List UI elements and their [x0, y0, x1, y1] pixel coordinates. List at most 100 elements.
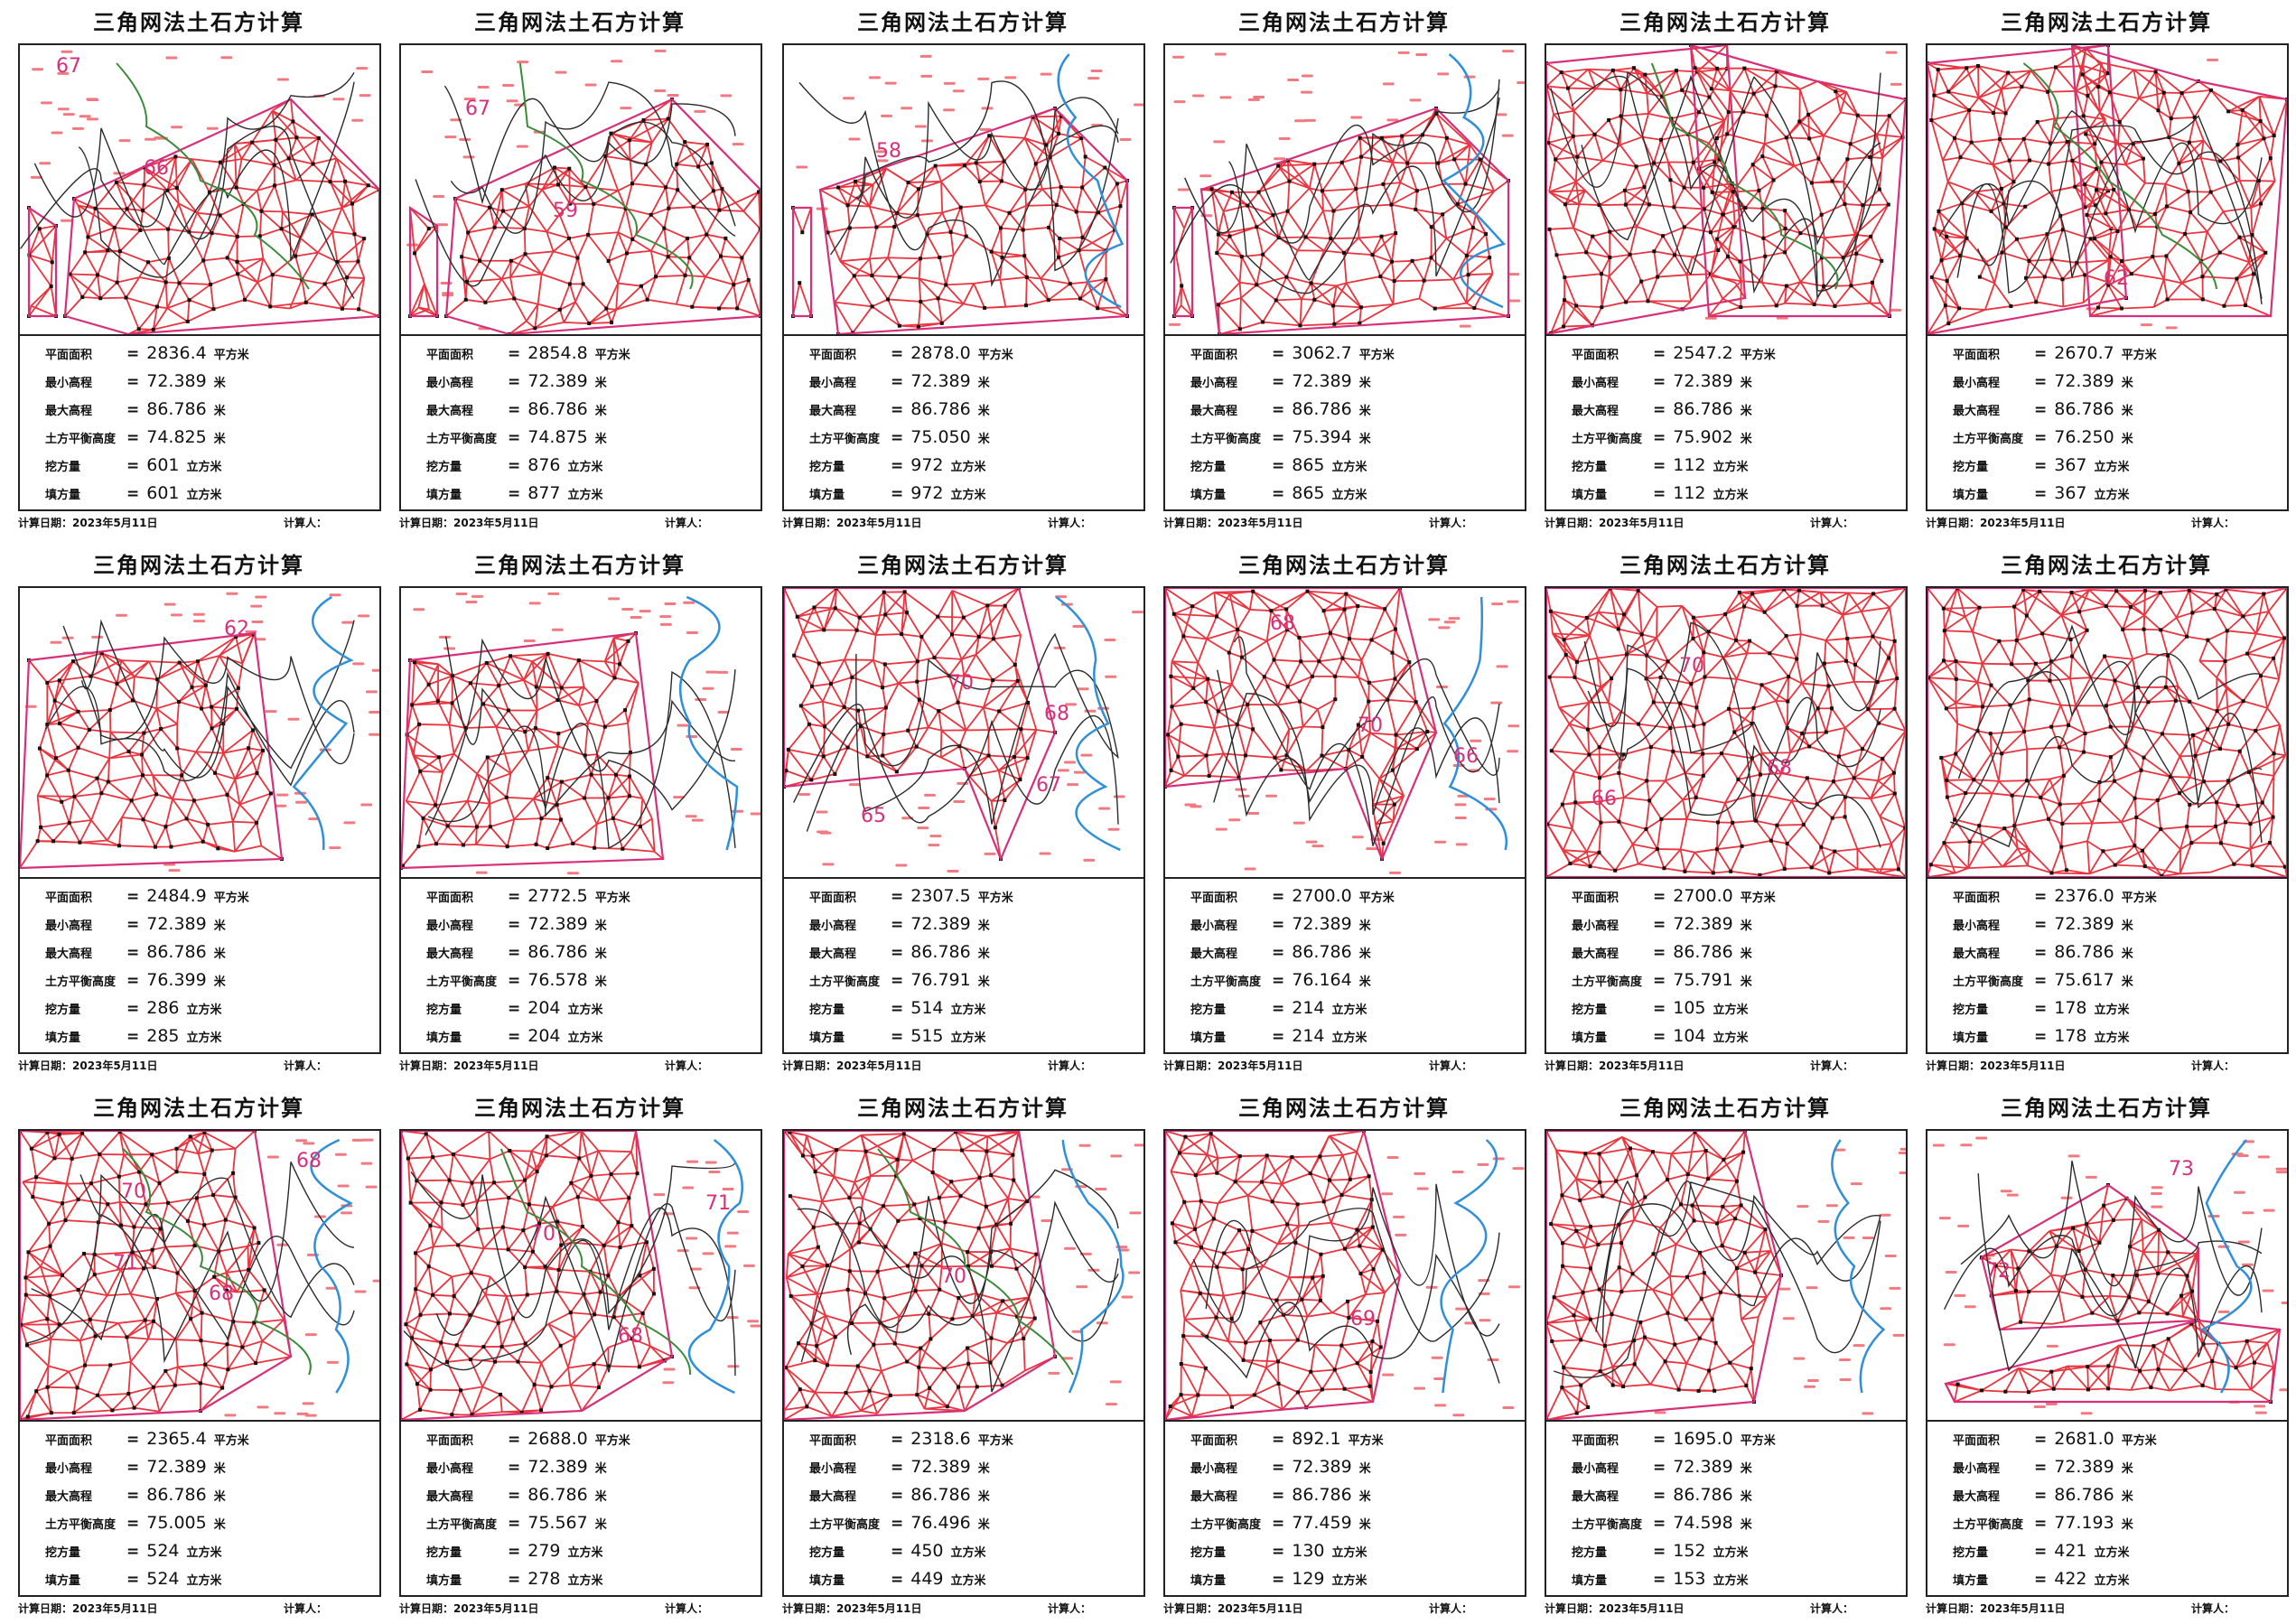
equals-sign: =: [1272, 1028, 1285, 1046]
equals-sign: =: [1653, 944, 1666, 962]
contour-line: [1957, 624, 2263, 809]
contour-line: [846, 1169, 1119, 1355]
survey-point: [1707, 95, 1712, 99]
survey-point: [1955, 588, 1960, 591]
stat-label: 平面面积: [1953, 891, 2001, 905]
survey-point: [2021, 136, 2026, 141]
survey-point: [1976, 64, 1981, 69]
survey-point: [1748, 639, 1752, 643]
stat-label: 土方平衡高度: [809, 1518, 881, 1532]
survey-point: [31, 1195, 35, 1199]
survey-point: [664, 185, 668, 190]
survey-point: [202, 1171, 207, 1176]
stat-label: 最小高程: [1953, 377, 2001, 390]
survey-point: [1013, 662, 1017, 667]
survey-point: [2060, 821, 2065, 826]
stat-label: 最大高程: [1190, 405, 1238, 418]
survey-point: [1321, 725, 1325, 730]
survey-point: [2143, 588, 2148, 593]
tin-map: [401, 592, 761, 875]
calc-date: 计算日期：2023年5月11日: [18, 1059, 158, 1072]
survey-point: [1635, 1173, 1639, 1178]
survey-point: [906, 1264, 910, 1268]
stream-line: [122, 1148, 312, 1376]
equals-sign: =: [2034, 1431, 2048, 1449]
survey-point: [2191, 733, 2196, 737]
survey-point: [2146, 1299, 2151, 1303]
site-boundary: [1165, 1131, 1402, 1420]
survey-point: [294, 135, 299, 140]
survey-point: [37, 746, 42, 751]
survey-point: [1328, 630, 1332, 635]
survey-point: [506, 1247, 510, 1252]
survey-point: [1694, 795, 1698, 799]
survey-point: [1303, 235, 1308, 239]
stat-label: 最小高程: [809, 1462, 857, 1476]
survey-point: [1643, 1195, 1647, 1199]
survey-point: [875, 1269, 880, 1274]
survey-point: [800, 1153, 805, 1158]
site-boundary: [1546, 45, 1747, 334]
calc-person: 计算人：: [665, 517, 709, 529]
survey-point: [598, 1290, 602, 1294]
site-boundary: [784, 1131, 1057, 1420]
survey-point: [1215, 1171, 1219, 1175]
survey-point: [1763, 254, 1768, 258]
stat-label: 平面面积: [1572, 349, 1619, 362]
survey-point: [257, 1241, 261, 1246]
survey-point: [199, 1339, 203, 1343]
site-boundary: [63, 98, 379, 334]
survey-point: [2160, 873, 2164, 877]
survey-point: [2142, 755, 2146, 760]
stat-unit: 平方米: [213, 349, 249, 362]
survey-point: [690, 304, 695, 309]
contour-line: [1228, 88, 1500, 294]
stat-value: 2318.6: [910, 1429, 971, 1449]
calc-person: 计算人：: [1048, 517, 1092, 529]
survey-point: [530, 1249, 535, 1254]
survey-point: [470, 1181, 474, 1185]
stat-row-area: 平面面积 = 892.1 平方米: [1190, 1429, 1384, 1456]
survey-point: [1661, 234, 1666, 238]
stat-row-min_elev: 最小高程 = 72.389 米: [45, 914, 226, 941]
survey-point: [426, 682, 431, 686]
survey-point: [938, 256, 942, 260]
calculation-panel: 三角网法土石方计算 平面面积 = 1695.0 平方米 最小高程 = 72.389 米最大高程 =…: [1539, 1086, 1911, 1620]
stat-value: 86.786: [146, 1485, 207, 1505]
survey-point: [1560, 1386, 1564, 1390]
survey-point: [798, 1387, 802, 1392]
calc-date: 计算日期：2023年5月11日: [782, 1602, 922, 1615]
survey-point: [1693, 66, 1697, 70]
calc-person: 计算人：: [284, 517, 328, 529]
survey-point: [1057, 255, 1061, 259]
survey-point: [185, 319, 190, 323]
survey-point: [1617, 1265, 1621, 1270]
survey-point: [519, 1410, 524, 1414]
survey-point: [1358, 135, 1362, 140]
survey-point: [1742, 66, 1747, 70]
stat-label: 最大高程: [1190, 1490, 1238, 1504]
contour-line: [20, 126, 355, 299]
stat-row-avg_elev: 土方平衡高度 = 76.250 米: [1953, 427, 2133, 454]
stat-label: 平面面积: [1572, 1434, 1619, 1448]
stat-row-min_elev: 最小高程 = 72.389 米: [1190, 371, 1371, 398]
survey-point: [833, 771, 837, 776]
survey-point: [34, 1175, 39, 1180]
survey-point: [1702, 207, 1706, 211]
survey-point: [1559, 70, 1563, 75]
survey-point: [1216, 709, 1220, 714]
survey-point: [2094, 203, 2098, 208]
survey-point: [576, 658, 581, 663]
survey-point: [852, 274, 856, 278]
stat-value: 86.786: [910, 399, 971, 419]
survey-point: [152, 1319, 156, 1323]
survey-point: [1318, 1154, 1322, 1159]
survey-point: [906, 181, 910, 185]
survey-point: [1272, 658, 1276, 662]
calc-person: 计算人：: [1810, 1602, 1854, 1615]
survey-point: [1000, 1383, 1004, 1387]
survey-point: [1932, 93, 1937, 98]
survey-point: [1285, 209, 1290, 213]
equals-sign: =: [1272, 1543, 1285, 1561]
stat-value: 75.567: [527, 1513, 588, 1533]
